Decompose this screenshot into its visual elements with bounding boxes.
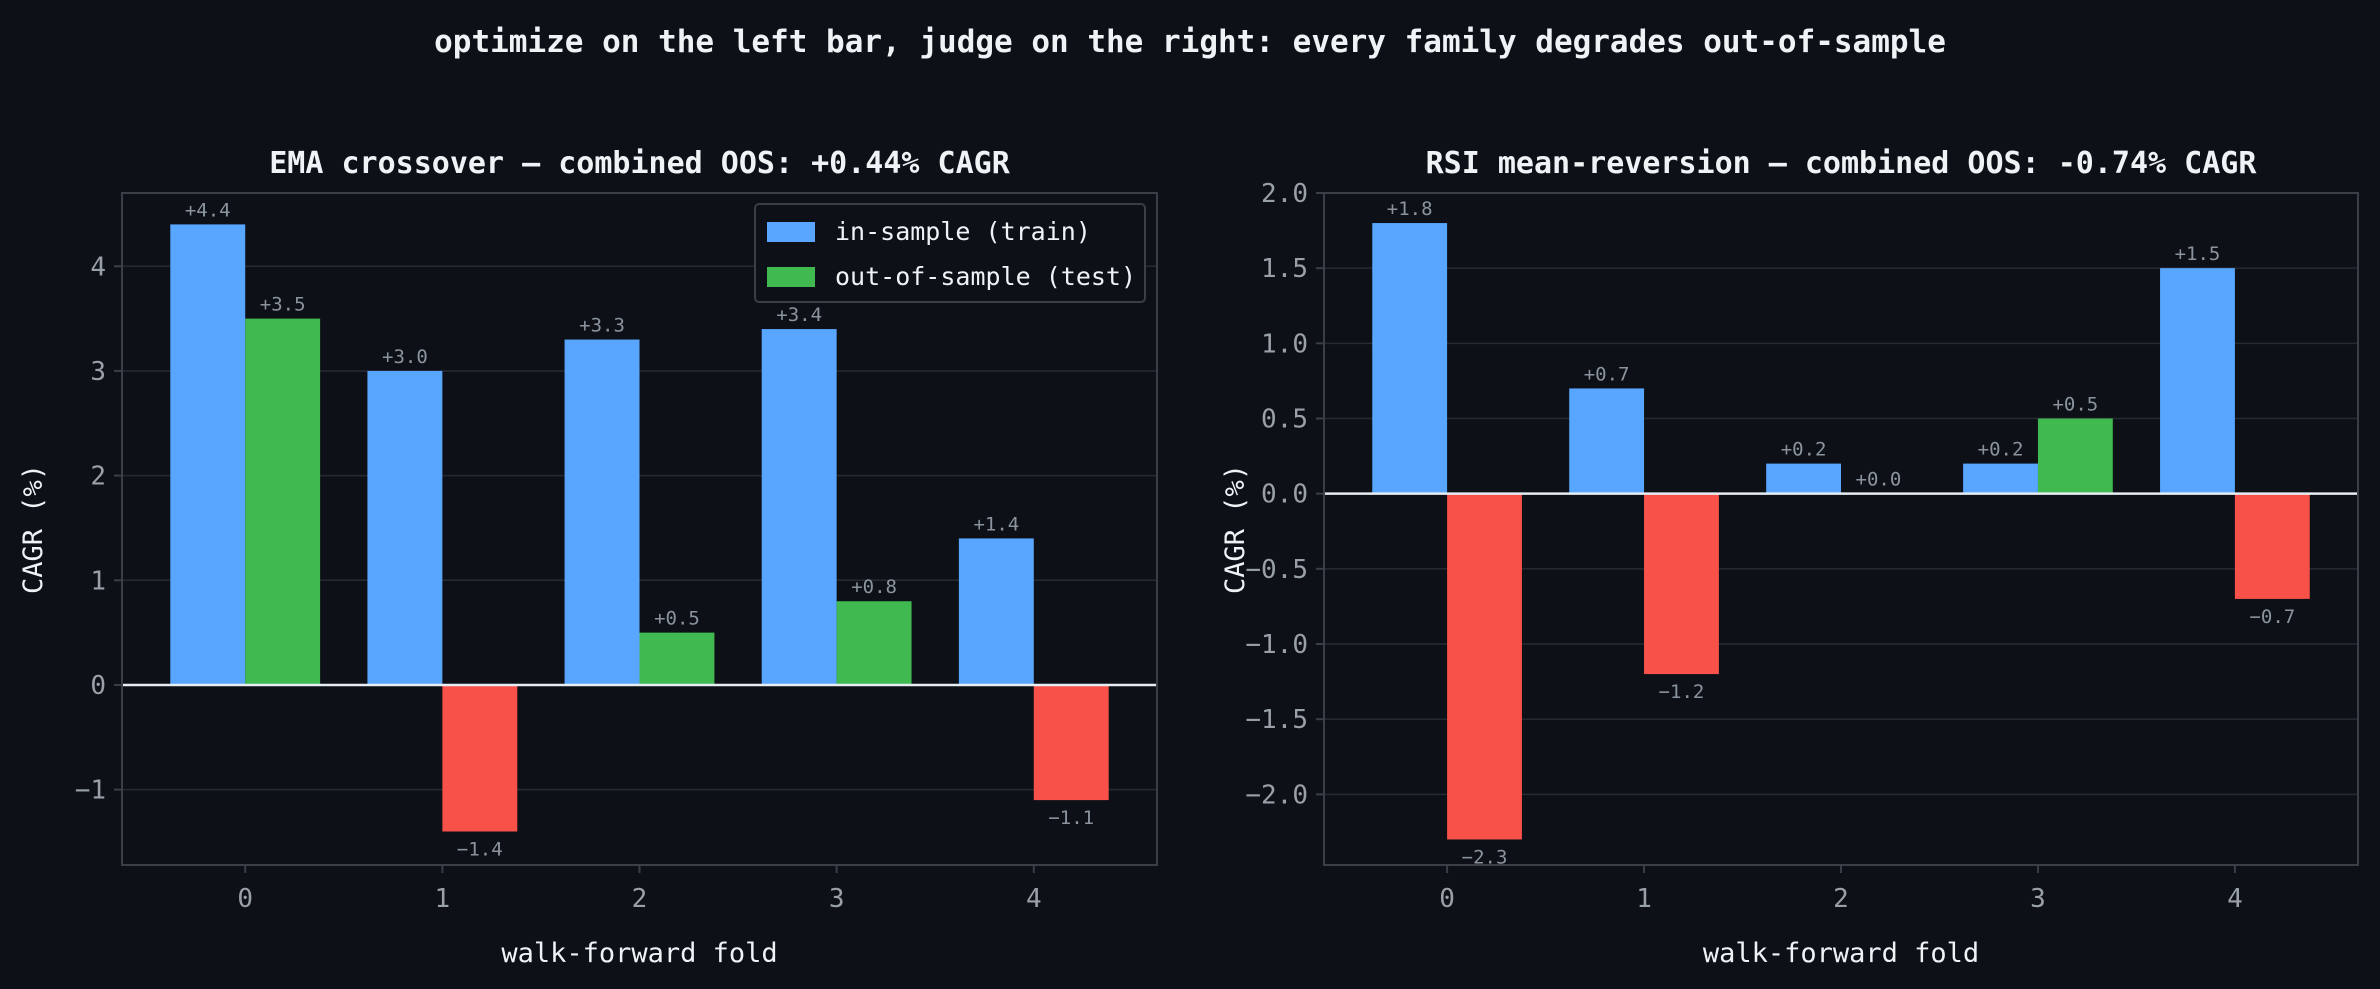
legend-swatch-oos bbox=[767, 267, 815, 287]
x-tick-label: 2 bbox=[1833, 884, 1849, 914]
x-tick-label: 1 bbox=[435, 884, 451, 914]
y-tick-label: −1.5 bbox=[1245, 705, 1308, 735]
y-tick-label: −0.5 bbox=[1245, 555, 1308, 585]
in-sample-value-label: +0.7 bbox=[1584, 363, 1630, 385]
panel-title: RSI mean-reversion — combined OOS: -0.74… bbox=[1426, 146, 2258, 181]
in-sample-bar-fold-3 bbox=[1963, 463, 2038, 494]
x-tick-label: 3 bbox=[2030, 884, 2046, 914]
oos-value-label: −1.4 bbox=[457, 839, 503, 861]
x-tick-label: 3 bbox=[829, 884, 845, 914]
oos-bar-fold-4 bbox=[1033, 684, 1109, 801]
x-tick-label: 0 bbox=[1439, 884, 1455, 914]
in-sample-value-label: +1.5 bbox=[2175, 243, 2221, 265]
in-sample-bar-fold-0 bbox=[1372, 223, 1448, 494]
in-sample-bar-fold-1 bbox=[367, 370, 443, 685]
in-sample-value-label: +1.8 bbox=[1387, 198, 1433, 220]
oos-bar-fold-3 bbox=[836, 601, 912, 685]
oos-value-label: −0.7 bbox=[2249, 606, 2295, 628]
in-sample-bar-fold-1 bbox=[1569, 388, 1645, 494]
in-sample-value-label: +3.0 bbox=[382, 346, 428, 368]
oos-value-label: −1.2 bbox=[1659, 681, 1705, 703]
oos-value-label: −2.3 bbox=[1462, 846, 1508, 868]
in-sample-bar-fold-4 bbox=[958, 538, 1034, 685]
y-tick-label: 2 bbox=[90, 462, 106, 492]
y-tick-label: 1 bbox=[90, 566, 106, 596]
in-sample-value-label: +3.3 bbox=[579, 315, 625, 337]
figure-title: optimize on the left bar, judge on the r… bbox=[434, 24, 1946, 60]
y-tick-label: 0.5 bbox=[1261, 405, 1308, 435]
in-sample-bar-fold-4 bbox=[2160, 268, 2235, 494]
y-tick-label: −1 bbox=[75, 776, 106, 806]
oos-bar-fold-1 bbox=[1644, 493, 1719, 675]
legend-label-oos: out-of-sample (test) bbox=[835, 262, 1136, 291]
oos-bar-fold-4 bbox=[2234, 493, 2310, 599]
y-tick-label: 0 bbox=[90, 671, 106, 701]
in-sample-value-label: +0.2 bbox=[1978, 439, 2024, 461]
oos-value-label: +0.0 bbox=[1856, 469, 1902, 491]
y-tick-label: 1.0 bbox=[1261, 329, 1308, 359]
legend-swatch-in-sample bbox=[767, 222, 815, 242]
chart-panel-ema: +4.4 +3.0 +3.3 +3.4 +1.4 +3.5 −1.4 +0.5 +0.8 −1.1… bbox=[18, 146, 1158, 969]
oos-bar-fold-2 bbox=[639, 632, 715, 685]
x-axis-label: walk-forward fold bbox=[1703, 938, 1979, 969]
legend-label-in-sample: in-sample (train) bbox=[835, 217, 1091, 246]
oos-value-label: −1.1 bbox=[1048, 807, 1094, 829]
y-tick-label: 0.0 bbox=[1261, 480, 1308, 510]
oos-value-label: +0.5 bbox=[2052, 394, 2098, 416]
oos-value-label: +0.5 bbox=[654, 608, 700, 630]
y-tick-label: 3 bbox=[90, 357, 106, 387]
chart-panels: +4.4 +3.0 +3.3 +3.4 +1.4 +3.5 −1.4 +0.5 +0.8 −1.1… bbox=[18, 146, 2359, 969]
legend-box bbox=[754, 203, 1146, 303]
x-tick-label: 0 bbox=[237, 884, 253, 914]
oos-bar-fold-0 bbox=[1447, 493, 1522, 840]
in-sample-bar-fold-0 bbox=[170, 224, 246, 685]
in-sample-bar-fold-2 bbox=[564, 339, 640, 685]
x-tick-label: 2 bbox=[632, 884, 648, 914]
in-sample-value-label: +3.4 bbox=[776, 304, 822, 326]
in-sample-value-label: +1.4 bbox=[973, 513, 1019, 535]
y-tick-label: 4 bbox=[90, 252, 106, 282]
oos-bar-fold-1 bbox=[442, 684, 518, 832]
y-axis-label: CAGR (%) bbox=[18, 464, 49, 594]
in-sample-value-label: +0.2 bbox=[1781, 439, 1827, 461]
in-sample-bar-fold-3 bbox=[761, 329, 837, 685]
x-tick-label: 1 bbox=[1636, 884, 1652, 914]
y-tick-label: −1.0 bbox=[1245, 630, 1308, 660]
y-tick-label: −2.0 bbox=[1245, 780, 1308, 810]
in-sample-value-label: +4.4 bbox=[185, 199, 231, 221]
y-tick-label: 1.5 bbox=[1261, 254, 1308, 284]
y-axis-label: CAGR (%) bbox=[1220, 464, 1251, 594]
oos-bar-fold-3 bbox=[2037, 418, 2113, 494]
oos-value-label: +3.5 bbox=[260, 294, 306, 316]
x-tick-label: 4 bbox=[2227, 884, 2243, 914]
chart-panel-rsi: +1.8 +0.7 +0.2 +0.2 +1.5 −2.3 −1.2 +0.0 +0.5 −0.7… bbox=[1220, 146, 2359, 969]
oos-value-label: +0.8 bbox=[851, 576, 897, 598]
in-sample-bar-fold-2 bbox=[1766, 463, 1841, 494]
y-tick-label: 2.0 bbox=[1261, 179, 1308, 209]
x-axis-label: walk-forward fold bbox=[501, 938, 777, 969]
oos-bar-fold-0 bbox=[245, 318, 321, 685]
panel-title: EMA crossover — combined OOS: +0.44% CAG… bbox=[269, 146, 1010, 181]
x-tick-label: 4 bbox=[1026, 884, 1042, 914]
legend: in-sample (train) out-of-sample (test) bbox=[754, 203, 1146, 303]
